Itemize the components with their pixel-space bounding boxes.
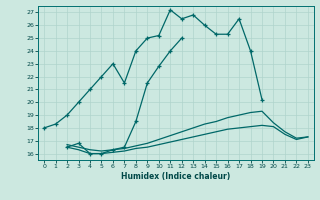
X-axis label: Humidex (Indice chaleur): Humidex (Indice chaleur) <box>121 172 231 181</box>
